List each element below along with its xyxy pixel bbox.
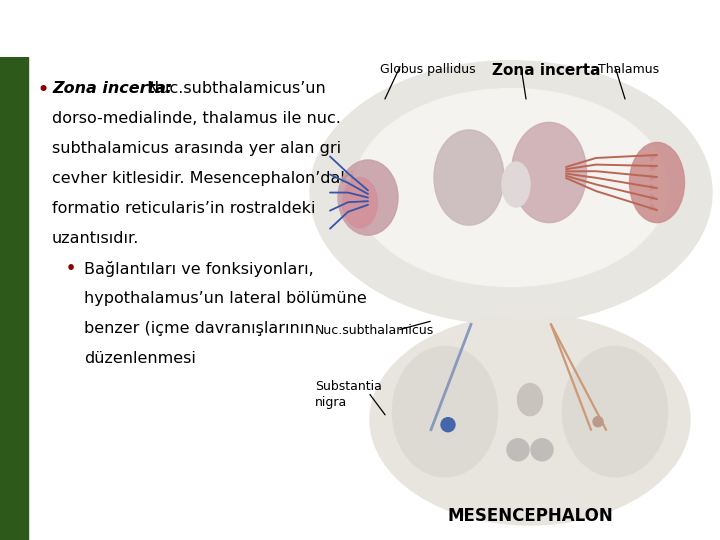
Text: Bağlantıları ve fonksiyonları,: Bağlantıları ve fonksiyonları, [84,261,314,277]
Ellipse shape [507,438,529,461]
Ellipse shape [531,438,553,461]
Text: benzer (içme davranışlarının: benzer (içme davranışlarının [84,321,315,336]
Text: Zona incerta:: Zona incerta: [52,81,172,96]
Text: hypothalamus’un lateral bölümüne: hypothalamus’un lateral bölümüne [84,292,366,306]
Ellipse shape [343,178,377,228]
Ellipse shape [434,130,504,225]
Text: Zona incerta: Zona incerta [492,63,600,78]
Ellipse shape [392,347,498,477]
Text: uzantısıdır.: uzantısıdır. [52,231,140,246]
Ellipse shape [370,314,690,525]
Ellipse shape [354,89,667,286]
Ellipse shape [629,143,685,222]
Text: düzenlenmesi: düzenlenmesi [84,352,196,367]
Ellipse shape [511,123,587,222]
Text: formatio reticularis’in rostraldeki: formatio reticularis’in rostraldeki [52,201,315,216]
Text: •: • [38,81,49,99]
Circle shape [593,417,603,427]
Text: •: • [66,261,76,276]
Text: SUBTHALAMUS YAPILARI: SUBTHALAMUS YAPILARI [13,16,400,44]
Bar [0,57,28,540]
Text: dorso-medialinde, thalamus ile nuc.: dorso-medialinde, thalamus ile nuc. [52,111,341,126]
Ellipse shape [502,162,530,207]
Text: Nuc.subthalamicus’un: Nuc.subthalamicus’un [142,81,325,96]
Text: cevher kitlesidir. Mesencephalon’daki: cevher kitlesidir. Mesencephalon’daki [52,171,354,186]
Ellipse shape [562,347,667,477]
Text: Thalamus: Thalamus [598,63,659,76]
Text: Substantia
nigra: Substantia nigra [315,380,382,409]
Ellipse shape [518,383,542,416]
Text: MESENCEPHALON: MESENCEPHALON [447,507,613,525]
Ellipse shape [310,60,712,325]
Circle shape [441,417,455,431]
Text: Nuc.subthalamicus: Nuc.subthalamicus [315,325,434,338]
Text: subthalamicus arasında yer alan gri: subthalamicus arasında yer alan gri [52,141,341,156]
Ellipse shape [338,160,398,235]
Text: Globus pallidus: Globus pallidus [380,63,476,76]
